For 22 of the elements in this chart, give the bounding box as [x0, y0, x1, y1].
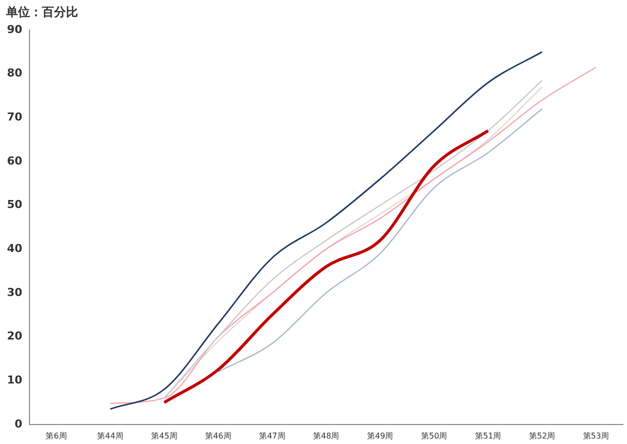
- x-tick-label: 第49周: [367, 431, 394, 440]
- x-tick-label: 第51周: [474, 431, 502, 440]
- y-tick-label: 90: [6, 22, 23, 36]
- y-tick-label: 60: [6, 154, 23, 168]
- x-tick-label: 第44周: [97, 431, 124, 440]
- x-tick-label: 第50周: [421, 431, 448, 440]
- x-tick-label: 第52周: [528, 431, 556, 440]
- y-tick-label: 20: [6, 330, 23, 343]
- x-tick-label: 第48周: [313, 431, 340, 440]
- x-tick-label: 第46周: [205, 431, 232, 440]
- y-tick-label: 30: [6, 286, 23, 299]
- y-tick-label: 70: [6, 110, 23, 124]
- x-tick-label: 第53周: [582, 431, 610, 440]
- x-tick-label: 第6周: [46, 431, 67, 440]
- y-axis-title: 单位：百分比: [6, 4, 78, 21]
- y-tick-label: 80: [6, 66, 23, 80]
- y-tick-label: 0: [14, 417, 23, 430]
- y-tick-label: 40: [6, 242, 23, 255]
- y-tick-label: 10: [6, 373, 23, 386]
- x-tick-label: 第45周: [151, 431, 178, 440]
- x-tick-label: 第47周: [259, 431, 286, 440]
- y-tick-label: 50: [6, 198, 23, 212]
